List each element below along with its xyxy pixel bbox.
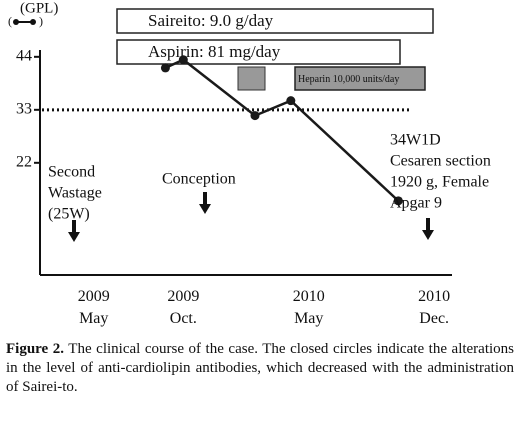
- annotation-line: 34W1D: [390, 132, 441, 149]
- x-tick-label: 2010 May: [293, 288, 325, 327]
- caption: Figure 2. The clinical course of the cas…: [6, 340, 514, 397]
- y-tick-label: 33: [16, 100, 32, 117]
- x-tick-line: Oct.: [170, 310, 197, 327]
- treatment-bar: [294, 66, 426, 91]
- x-tick-line: 2009: [167, 288, 199, 305]
- annotation-line: Second: [48, 164, 95, 181]
- data-point: [286, 96, 296, 106]
- key-dot: [30, 19, 36, 25]
- x-tick-line: 2010: [418, 288, 450, 305]
- x-tick-label: 2010 Dec.: [418, 288, 450, 327]
- data-point: [160, 63, 170, 73]
- treatment-label: Heparin 10,000 units/day: [298, 74, 399, 85]
- data-point: [178, 55, 188, 65]
- annotation-line: Apgar 9: [390, 195, 442, 212]
- marker-key: ( ): [8, 14, 43, 28]
- arrow-head: [199, 204, 211, 214]
- annotation-line: 1920 g, Female: [390, 174, 489, 191]
- data-point: [250, 111, 260, 121]
- x-tick-line: 2009: [78, 288, 110, 305]
- x-tick-line: May: [79, 310, 108, 327]
- treatment-label: Saireito: 9.0 g/day: [148, 11, 274, 30]
- annotation-line: Conception: [162, 171, 236, 188]
- x-tick-line: Dec.: [419, 310, 449, 327]
- annotation-line: (25W): [48, 206, 90, 223]
- x-tick-line: 2010: [293, 288, 325, 305]
- treatment-bar: [116, 8, 434, 34]
- y-tick-label: 44: [16, 47, 32, 64]
- annotation-line: Cesaren section: [390, 153, 491, 170]
- caption-label: Figure 2.: [6, 341, 65, 357]
- x-tick-label: 2009 May: [78, 288, 110, 327]
- y-tick-label: 22: [16, 153, 32, 170]
- x-tick-line: May: [294, 310, 323, 327]
- arrow-head: [68, 232, 80, 242]
- x-tick-label: 2009 Oct.: [167, 288, 199, 327]
- key-dot: [13, 19, 19, 25]
- paren: (: [8, 14, 12, 28]
- treatment-bar: [116, 39, 401, 65]
- data-point: [393, 196, 403, 206]
- heparin-box: [237, 66, 266, 91]
- treatment-label: Aspirin: 81 mg/day: [148, 42, 281, 61]
- y-label: (GPL): [20, 0, 58, 16]
- paren: ): [39, 14, 43, 28]
- arrow-head: [422, 230, 434, 240]
- caption-text: The clinical course of the case. The clo…: [6, 341, 515, 395]
- annotation-line: Wastage: [48, 185, 102, 202]
